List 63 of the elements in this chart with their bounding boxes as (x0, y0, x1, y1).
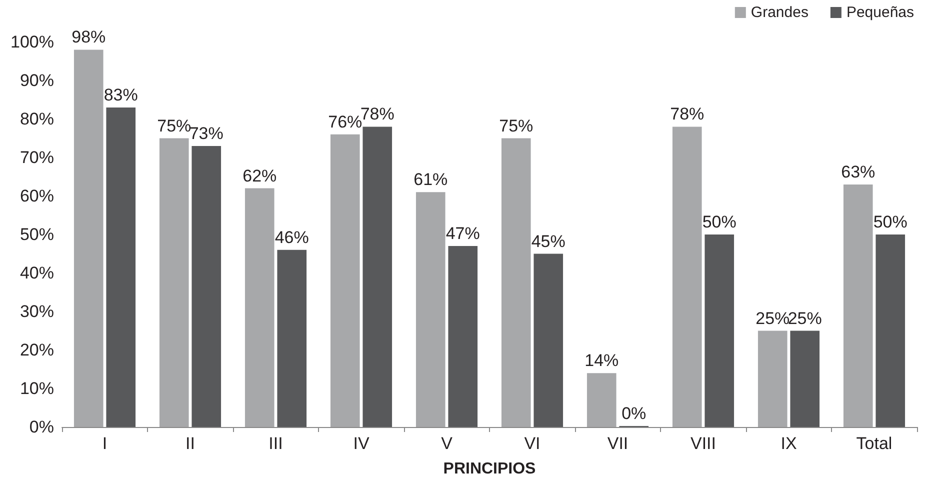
legend-label: Grandes (750, 4, 808, 21)
x-tick-label: II (186, 434, 195, 453)
bar (192, 146, 222, 427)
data-label: 45% (531, 232, 566, 251)
data-label: 78% (360, 104, 394, 124)
bar (244, 188, 274, 427)
x-tick-label: IX (780, 434, 797, 453)
y-tick-label: 90% (20, 71, 54, 90)
bar (159, 138, 189, 427)
y-tick-label: 20% (20, 340, 54, 360)
legend-label: Pequeñas (846, 4, 914, 21)
data-label: 62% (242, 166, 277, 186)
bar (362, 126, 392, 427)
data-label: 75% (157, 116, 192, 136)
data-label: 76% (328, 112, 362, 132)
x-tick-label: I (102, 434, 108, 453)
bar (758, 330, 788, 427)
x-tick-label: III (268, 434, 283, 453)
y-tick-label: 0% (29, 418, 54, 436)
data-label: 98% (72, 28, 106, 47)
data-label: 75% (499, 116, 534, 136)
x-tick-label: Total (856, 434, 892, 453)
bar (534, 254, 564, 427)
y-tick-label: 50% (20, 225, 54, 244)
y-tick-label: 70% (20, 148, 54, 167)
data-label: 61% (414, 170, 448, 190)
data-label: 25% (788, 308, 822, 328)
data-label: 50% (873, 212, 908, 232)
y-tick-label: 10% (20, 379, 54, 398)
y-tick-label: 40% (20, 264, 54, 282)
y-tick-label: 30% (20, 302, 54, 321)
y-tick-label: 100% (10, 32, 54, 52)
data-label: 78% (670, 104, 704, 124)
bar (672, 126, 702, 427)
bar (416, 192, 446, 427)
x-tick-label: VII (607, 434, 628, 453)
data-label: 25% (756, 308, 790, 328)
data-label: 46% (274, 228, 309, 247)
data-label: 73% (189, 124, 224, 143)
bar (330, 134, 360, 427)
bar (704, 234, 734, 427)
data-label: 50% (702, 212, 736, 232)
data-label: 63% (841, 162, 876, 182)
bar (106, 107, 136, 427)
bar (74, 50, 104, 427)
x-tick-label: VI (524, 434, 540, 453)
bar (876, 234, 906, 427)
bar (277, 250, 307, 427)
bar (448, 246, 478, 427)
data-label: 0% (622, 404, 646, 423)
data-label: 14% (584, 351, 619, 370)
bar (790, 330, 820, 427)
x-tick-label: IV (353, 434, 370, 453)
data-label: 47% (446, 224, 480, 244)
data-label: 83% (104, 85, 138, 104)
y-tick-label: 80% (20, 110, 54, 128)
bar (843, 184, 873, 427)
x-axis-title: PRINCIPIOS (443, 460, 536, 478)
bar (586, 373, 616, 427)
bar (501, 138, 531, 427)
y-tick-label: 60% (20, 186, 54, 206)
x-tick-label: V (441, 434, 454, 453)
x-tick-label: VIII (690, 434, 716, 453)
